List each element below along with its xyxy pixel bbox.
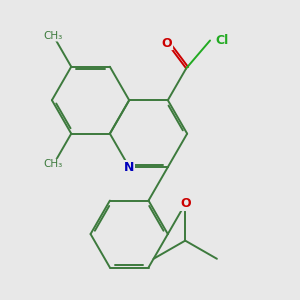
Text: Cl: Cl: [215, 34, 229, 47]
Text: N: N: [124, 160, 134, 174]
Text: CH₃: CH₃: [44, 31, 63, 41]
Text: O: O: [180, 197, 190, 210]
Text: CH₃: CH₃: [44, 159, 63, 170]
Text: O: O: [162, 37, 172, 50]
